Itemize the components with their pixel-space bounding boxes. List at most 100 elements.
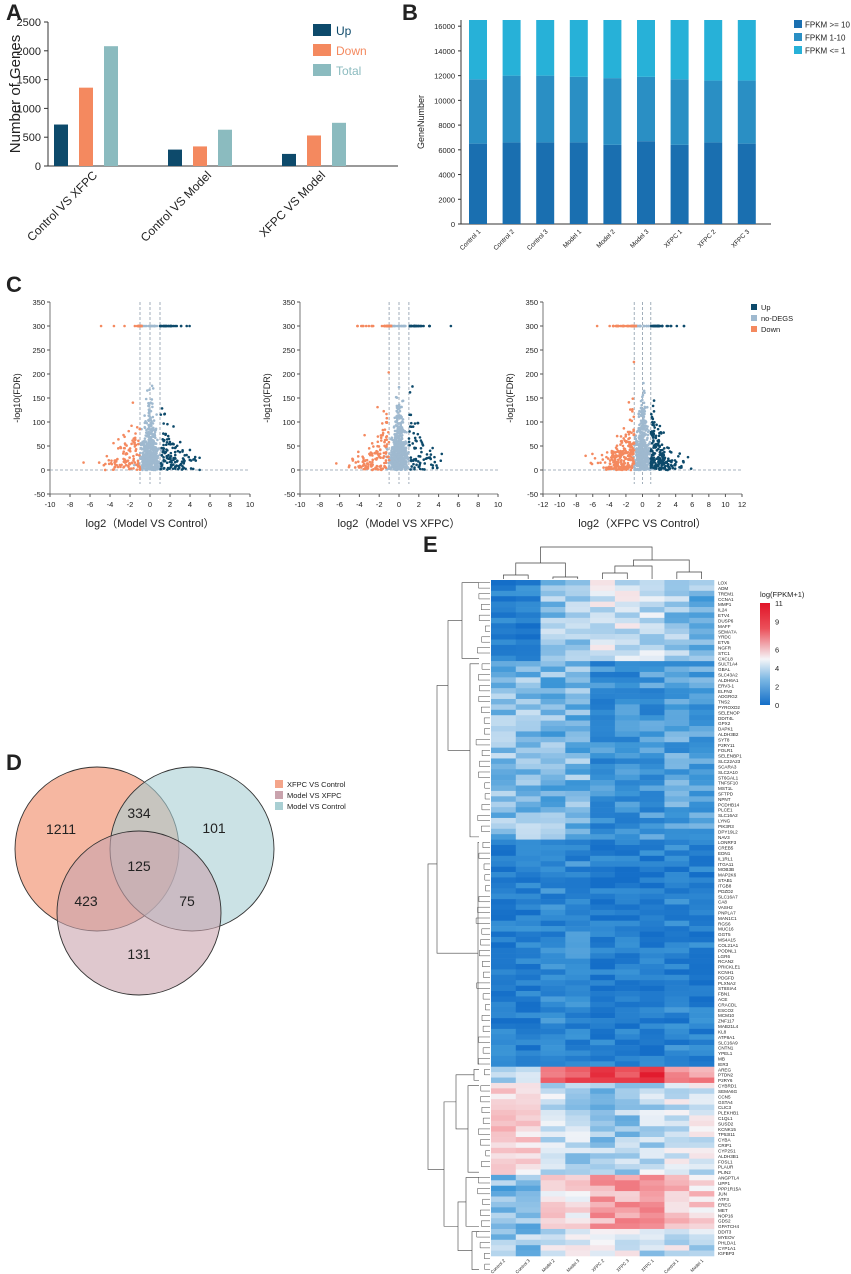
c-point: [114, 463, 117, 466]
c-point: [127, 465, 130, 469]
c-point: [410, 459, 414, 462]
c-point: [168, 324, 172, 328]
c-legend-swatch: [751, 315, 757, 321]
c-point: [126, 464, 130, 467]
c-point: [625, 451, 629, 455]
c-point: [638, 463, 641, 466]
c-point: [626, 465, 629, 468]
e-row-dendro: [481, 604, 490, 610]
c-point: [387, 324, 390, 328]
e-row-label: PRICKLE1: [718, 965, 741, 970]
c-point: [653, 324, 657, 328]
a-legend-swatch: [313, 64, 331, 76]
c-point: [647, 459, 651, 462]
e-row: [491, 1072, 715, 1078]
e-cell: [664, 974, 690, 981]
e-row: [491, 607, 715, 613]
c-point: [144, 463, 148, 467]
e-cell: [491, 882, 517, 889]
e-cell: [491, 747, 517, 754]
c-point: [151, 459, 154, 462]
c-point: [651, 431, 655, 434]
c-point: [177, 464, 180, 468]
c-point: [629, 324, 633, 328]
c-point: [150, 454, 153, 458]
c-point: [643, 443, 647, 447]
c-point: [634, 447, 638, 451]
c-point: [400, 454, 403, 458]
e-cell: [491, 969, 517, 976]
c-point: [644, 451, 648, 454]
e-cell: [540, 753, 566, 759]
e-cell: [491, 866, 517, 873]
e-row: [491, 666, 715, 673]
e-cell: [664, 1169, 690, 1176]
c-point: [642, 465, 646, 469]
e-cell: [515, 872, 541, 878]
c-point: [393, 463, 397, 467]
e-cell: [590, 915, 616, 922]
c-point: [151, 459, 155, 462]
c-y-tick-label: 350: [282, 298, 295, 307]
c-point: [146, 441, 150, 445]
e-cell: [639, 623, 665, 629]
c-point: [403, 449, 407, 452]
c-point: [640, 459, 644, 463]
e-cell: [590, 817, 616, 824]
e-row-label: CYBA: [718, 1138, 731, 1143]
c-point: [178, 450, 182, 454]
c-point: [640, 455, 644, 459]
e-cell: [664, 823, 690, 830]
c-point: [649, 450, 652, 453]
c-point: [658, 453, 662, 457]
c-point: [648, 462, 652, 465]
c-point: [153, 434, 157, 437]
c-point: [639, 448, 642, 452]
e-row-label: SELENBP1: [718, 754, 742, 759]
e-cell: [590, 747, 616, 754]
e-row-label: CRACDL: [718, 1002, 737, 1007]
e-cell: [614, 1012, 640, 1019]
e-cell: [491, 698, 517, 705]
c-point: [395, 454, 398, 457]
c-point: [640, 430, 644, 434]
c-point: [403, 453, 407, 457]
a-y-tick-label: 0: [35, 161, 41, 173]
c-point: [147, 454, 151, 457]
c-point: [392, 464, 395, 468]
c-y-tick-label: 50: [287, 442, 295, 451]
c-point: [140, 427, 143, 431]
c-point: [147, 466, 151, 470]
e-cell: [689, 1234, 715, 1241]
c-point: [640, 466, 644, 469]
e-cell: [639, 1088, 665, 1095]
c-point: [152, 426, 155, 430]
c-point: [147, 419, 151, 422]
e-cell: [664, 888, 690, 894]
c-point: [146, 442, 150, 446]
e-cell: [540, 1093, 566, 1100]
c-point: [152, 457, 156, 461]
c-point: [641, 444, 645, 448]
c-point: [387, 467, 390, 470]
e-cell: [565, 682, 591, 689]
c-point: [623, 468, 627, 471]
c-point: [641, 425, 645, 429]
c-point: [152, 456, 155, 459]
e-cell: [689, 877, 715, 884]
e-cell: [664, 596, 690, 602]
e-cell: [664, 1034, 690, 1040]
c-point: [664, 460, 668, 464]
e-row-dendro: [485, 1150, 490, 1157]
c-point: [638, 452, 642, 456]
c-point: [655, 423, 658, 427]
e-row-dendro: [484, 1263, 490, 1270]
c-point: [393, 443, 397, 446]
e-cell: [614, 877, 640, 884]
c-point: [401, 418, 405, 421]
c-point: [644, 447, 647, 451]
e-row-label: CCNA1: [718, 597, 734, 602]
e-cell: [565, 1001, 591, 1008]
c-point: [646, 459, 650, 463]
e-cell: [515, 974, 541, 981]
